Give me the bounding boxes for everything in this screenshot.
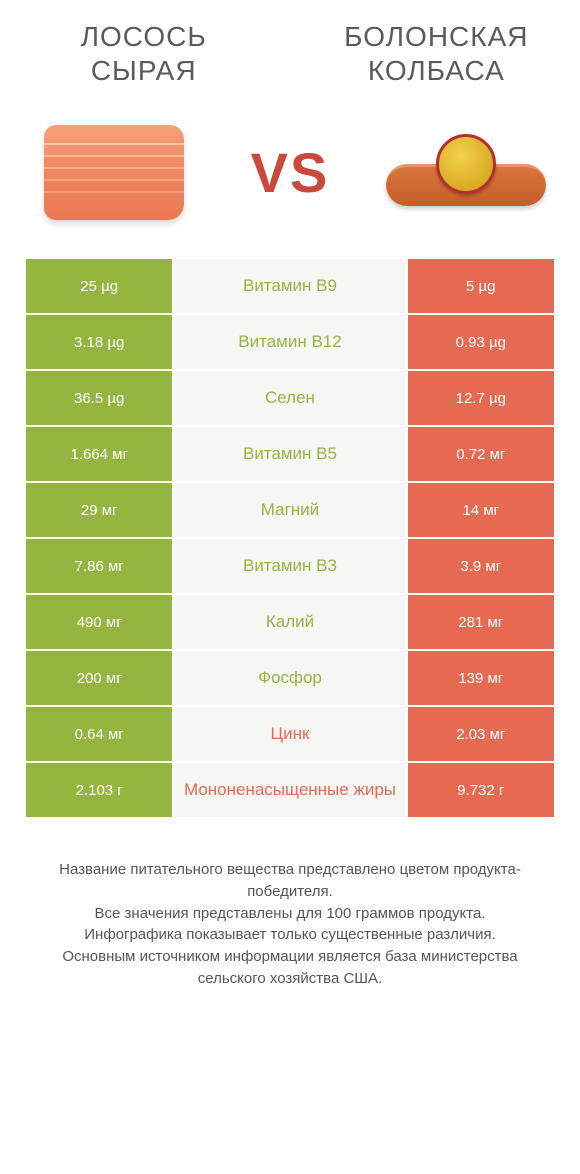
nutrient-name-cell: Витамин B3 (173, 538, 406, 594)
footer-line: Название питательного вещества представл… (32, 859, 548, 903)
table-row: 25 µgВитамин B95 µg (25, 258, 555, 314)
left-value-cell: 490 мг (25, 594, 173, 650)
nutrient-name-cell: Калий (173, 594, 406, 650)
table-row: 3.18 µgВитамин B120.93 µg (25, 314, 555, 370)
nutrient-name-cell: Селен (173, 370, 406, 426)
footer-notes: Название питательного вещества представл… (24, 859, 556, 990)
table-row: 7.86 мгВитамин B33.9 мг (25, 538, 555, 594)
left-food-title: ЛОСОСЬ СЫРАЯ (24, 20, 263, 87)
bologna-icon (386, 117, 546, 227)
vs-label: VS (251, 140, 330, 205)
right-food-title: БОЛОНСКАЯ КОЛБАСА (317, 20, 556, 87)
footer-line: Все значения представлены для 100 граммо… (32, 903, 548, 925)
left-value-cell: 200 мг (25, 650, 173, 706)
right-value-cell: 5 µg (407, 258, 555, 314)
table-row: 29 мгМагний14 мг (25, 482, 555, 538)
left-value-cell: 1.664 мг (25, 426, 173, 482)
nutrient-name-cell: Магний (173, 482, 406, 538)
right-value-cell: 281 мг (407, 594, 555, 650)
table-row: 2.103 гМононенасыщенные жиры9.732 г (25, 762, 555, 818)
footer-line: Инфографика показывает только существенн… (32, 924, 548, 946)
right-value-cell: 139 мг (407, 650, 555, 706)
right-value-cell: 2.03 мг (407, 706, 555, 762)
table-row: 490 мгКалий281 мг (25, 594, 555, 650)
images-row: VS (24, 117, 556, 227)
left-value-cell: 2.103 г (25, 762, 173, 818)
table-row: 36.5 µgСелен12.7 µg (25, 370, 555, 426)
right-value-cell: 14 мг (407, 482, 555, 538)
nutrient-name-cell: Витамин B9 (173, 258, 406, 314)
right-value-cell: 0.72 мг (407, 426, 555, 482)
footer-line: Основным источником информации является … (32, 946, 548, 990)
table-row: 0.64 мгЦинк2.03 мг (25, 706, 555, 762)
nutrient-name-cell: Цинк (173, 706, 406, 762)
nutrient-name-cell: Мононенасыщенные жиры (173, 762, 406, 818)
right-value-cell: 9.732 г (407, 762, 555, 818)
left-value-cell: 0.64 мг (25, 706, 173, 762)
left-value-cell: 3.18 µg (25, 314, 173, 370)
nutrient-name-cell: Витамин B12 (173, 314, 406, 370)
header-row: ЛОСОСЬ СЫРАЯ БОЛОНСКАЯ КОЛБАСА (24, 20, 556, 87)
left-value-cell: 7.86 мг (25, 538, 173, 594)
left-value-cell: 25 µg (25, 258, 173, 314)
table-row: 1.664 мгВитамин B50.72 мг (25, 426, 555, 482)
table-row: 200 мгФосфор139 мг (25, 650, 555, 706)
right-value-cell: 0.93 µg (407, 314, 555, 370)
right-value-cell: 12.7 µg (407, 370, 555, 426)
left-value-cell: 36.5 µg (25, 370, 173, 426)
salmon-icon (34, 117, 194, 227)
nutrient-name-cell: Витамин B5 (173, 426, 406, 482)
nutrient-name-cell: Фосфор (173, 650, 406, 706)
comparison-table: 25 µgВитамин B95 µg3.18 µgВитамин B120.9… (24, 257, 556, 819)
left-value-cell: 29 мг (25, 482, 173, 538)
right-value-cell: 3.9 мг (407, 538, 555, 594)
